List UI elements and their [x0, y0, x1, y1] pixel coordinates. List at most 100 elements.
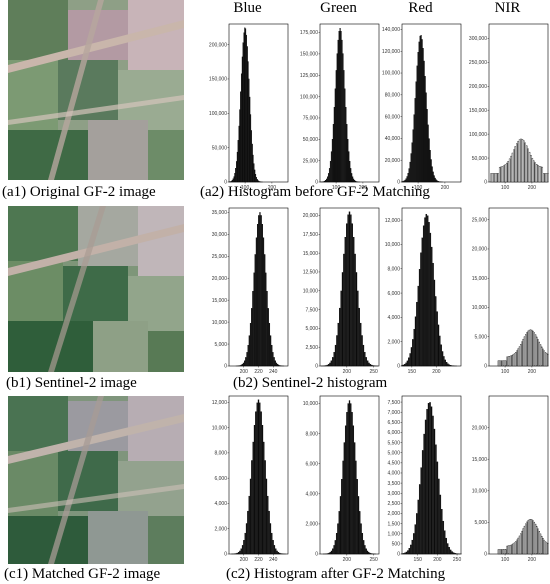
c2-blue-bar — [267, 495, 269, 555]
b2-blue-bar — [264, 254, 266, 367]
a2-nir-bar — [547, 173, 549, 183]
c2-green-bar — [355, 460, 357, 555]
b2-red-ytick-label: 2,000 — [387, 339, 400, 345]
a2-green-bar — [335, 70, 337, 183]
b2-red-ytick-label: 8,000 — [387, 266, 400, 272]
c2-red-bar — [420, 467, 422, 555]
b2-green-svg: 0 2,500 5,000 7,500 10,000 12,500 15,000 17,500… — [303, 207, 380, 375]
b2-nir-bar — [537, 339, 539, 367]
a2-blue-ytick-label: 100,000 — [209, 111, 227, 117]
c2-green-bar — [364, 545, 366, 555]
a2-nir-bar — [500, 166, 502, 183]
b2-red-bar — [405, 362, 407, 367]
c2-green-bar — [344, 425, 347, 555]
caption-a2: (a2) Histogram before GF-2 Matching — [200, 184, 430, 200]
c2-blue-bar — [236, 552, 238, 555]
c2-red-bar — [416, 513, 418, 555]
c2-green-bar — [357, 496, 360, 555]
a2-red-bar — [435, 179, 437, 183]
histogram-b2-red: 0 2,000 4,000 6,000 8,000 10,000 12,000 150 200 — [378, 206, 463, 378]
b2-blue-bar — [269, 335, 272, 367]
c2-red-bar — [432, 415, 434, 555]
a2-nir-bar — [530, 155, 532, 183]
c2-red-bar — [448, 547, 450, 555]
c2-red-bar — [410, 544, 412, 555]
b2-red-ytick-label: 6,000 — [387, 291, 400, 297]
b2-nir-ytick-label: 20,000 — [472, 247, 488, 253]
c2-nir-bar — [497, 549, 500, 555]
b2-blue-bar — [255, 237, 258, 367]
c2-blue-ytick-label: 12,000 — [212, 400, 228, 406]
b2-blue-ytick-label: 25,000 — [212, 254, 228, 260]
c2-red-ytick-label: 6,500 — [387, 420, 400, 426]
c2-red-bar — [449, 549, 452, 555]
c2-green-bar — [369, 552, 371, 555]
b2-nir-bar — [516, 350, 518, 367]
histogram-a2-nir: 0 50,000 100,000 150,000 200,000 250,000 300,0… — [465, 22, 550, 194]
a2-red-bar — [402, 181, 404, 183]
c2-nir-frame — [488, 395, 549, 555]
b2-nir-bar — [517, 348, 519, 367]
column-header-blue: Blue — [233, 0, 262, 16]
b2-nir-ytick-label: 15,000 — [472, 276, 488, 282]
a2-nir-bar — [520, 138, 522, 183]
b2-blue-bar — [242, 362, 245, 367]
a2-nir-bar — [506, 162, 508, 183]
b2-green-ytick-label: 20,000 — [303, 213, 319, 219]
b2-blue-bar — [267, 308, 269, 367]
c2-red-bar — [452, 552, 455, 555]
a2-nir-bar — [491, 173, 494, 183]
b2-green-ytick-label: 17,500 — [303, 232, 319, 238]
c2-blue-bar — [261, 425, 264, 555]
a2-nir-bar — [507, 161, 509, 183]
a2-red-xtick-label: 100 — [414, 185, 423, 191]
a2-nir-ytick-label: 100,000 — [469, 132, 487, 138]
a2-nir-bar — [525, 145, 528, 183]
c2-nir-bar — [523, 525, 526, 555]
b2-green-ytick-label: 15,000 — [303, 251, 319, 257]
c2-green-bar — [339, 496, 342, 555]
c2-green-bar — [329, 552, 331, 555]
a2-green-svg: 0 25,000 50,000 75,000 100,000 125,000 150,000… — [300, 23, 380, 191]
b2-blue-bar — [253, 272, 255, 367]
c2-blue-xtick-label: 220 — [254, 557, 263, 563]
a2-green-bar — [344, 88, 346, 183]
a2-nir-bar — [513, 149, 515, 183]
c2-blue-bar — [244, 532, 246, 555]
a2-nir-ytick-label: 50,000 — [472, 156, 488, 162]
b2-red-bar — [409, 353, 411, 367]
a2-nir-bar — [535, 163, 538, 183]
a2-nir-ytick-label: 300,000 — [469, 36, 487, 42]
b2-red-bar — [447, 363, 449, 367]
b2-blue-bar — [256, 224, 259, 367]
a2-green-ytick-label: 0 — [315, 180, 318, 186]
c2-blue-bar — [249, 478, 252, 555]
c2-green-bar — [342, 460, 344, 555]
c2-red-ytick-label: 4,500 — [387, 461, 400, 467]
c2-blue-bar — [253, 425, 256, 555]
a2-blue-bar — [234, 173, 236, 183]
c2-red-bar — [444, 530, 446, 555]
c2-red-bar — [446, 543, 449, 555]
b2-nir-bar — [508, 356, 511, 367]
b2-red-bar — [418, 269, 421, 367]
c2-blue-ytick-label: 6,000 — [214, 476, 227, 482]
b2-nir-bar — [529, 329, 532, 367]
b2-blue-bar — [254, 254, 256, 367]
c2-nir-bar — [503, 549, 506, 555]
c2-red-xtick-label: 250 — [453, 557, 462, 563]
a2-green-bar — [331, 139, 333, 183]
a2-red-ytick-label: 20,000 — [385, 158, 401, 164]
column-header-green: Green — [320, 0, 357, 16]
a2-red-bar — [427, 124, 429, 183]
b2-red-bar — [416, 301, 418, 367]
b2-red-bar — [417, 285, 419, 367]
b2-green-bar — [344, 236, 347, 367]
a2-red-bar — [409, 161, 411, 183]
c2-blue-bar — [264, 460, 266, 555]
b2-blue-bar — [261, 224, 263, 367]
b2-blue-bar — [249, 323, 252, 367]
b2-green-xtick-label: 200 — [343, 369, 352, 375]
c2-blue-bar — [276, 550, 278, 555]
c2-red-bar — [439, 494, 442, 555]
